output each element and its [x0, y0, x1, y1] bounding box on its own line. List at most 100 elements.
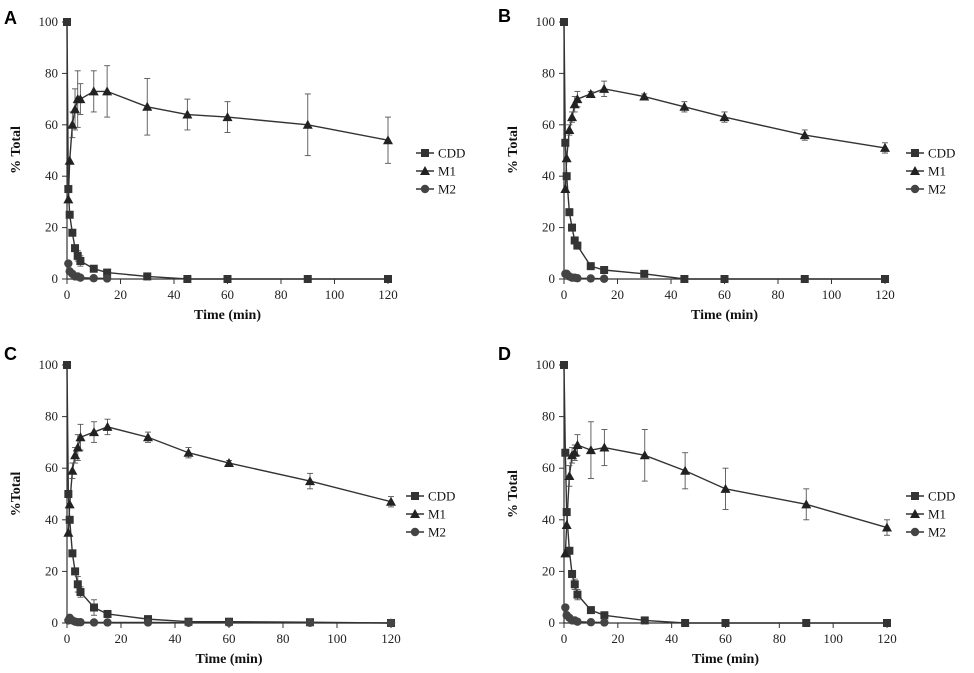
data-point-cdd: [561, 138, 570, 147]
y-tick-label: 100: [39, 14, 59, 29]
data-point-m1: [639, 450, 650, 460]
series-m2: [561, 603, 609, 627]
y-axis-label: % Total: [9, 126, 24, 174]
x-tick-label: 100: [327, 631, 347, 646]
data-point-cdd: [640, 616, 649, 625]
data-point-cdd: [303, 275, 312, 283]
data-point-m1: [63, 527, 74, 537]
panel-a: A 0 20 40 60 80 100 0 20 40 60 80 100 120 Time (min) % …: [4, 8, 465, 323]
data-point-m2: [561, 603, 570, 612]
legend-label-m2: M2: [928, 182, 946, 197]
y-tick-label: 0: [52, 271, 59, 286]
series-m2: [64, 613, 396, 628]
data-point-m1: [302, 119, 313, 129]
data-point-cdd: [143, 272, 152, 281]
data-point-cdd: [586, 262, 595, 271]
y-tick-label: 60: [542, 117, 555, 132]
x-tick-label: 0: [561, 631, 568, 646]
data-point-m1: [801, 499, 812, 509]
data-point-m2: [599, 274, 609, 283]
data-point-m1: [880, 142, 890, 152]
x-tick-label: 80: [275, 287, 288, 302]
data-point-cdd: [561, 448, 570, 457]
data-point-cdd: [384, 275, 392, 283]
data-point-cdd: [565, 546, 574, 555]
series-line-m1: [564, 88, 886, 190]
data-point-m1: [102, 86, 113, 96]
data-point-m2: [76, 618, 85, 627]
y-axis-label: % Total: [506, 126, 521, 174]
data-point-cdd: [183, 275, 192, 283]
data-point-cdd: [68, 549, 77, 558]
data-point-cdd: [63, 361, 71, 369]
legend-d: CDD M1 M2: [906, 489, 955, 540]
data-point-m2: [386, 618, 396, 628]
data-point-m1: [64, 499, 75, 509]
x-tick-label: 100: [325, 287, 345, 302]
data-point-cdd: [560, 18, 568, 26]
x-tick-label: 0: [64, 287, 71, 302]
x-tick-label: 60: [719, 631, 732, 646]
x-tick-label: 120: [875, 287, 895, 302]
legend-marker-m2: [410, 527, 420, 537]
legend-label-cdd: CDD: [438, 146, 465, 161]
data-point-m1: [569, 99, 580, 109]
data-point-cdd: [573, 241, 582, 250]
panel-label-a: A: [4, 8, 17, 28]
data-point-cdd: [223, 275, 232, 283]
y-tick-label: 0: [549, 271, 556, 286]
data-point-m1: [70, 450, 81, 460]
x-tick-label: 40: [169, 631, 182, 646]
y-tick-label: 40: [45, 168, 58, 183]
data-point-m2: [600, 618, 609, 627]
legend-marker-cdd: [911, 149, 919, 157]
data-point-cdd: [570, 236, 579, 245]
y-axis-label: %Total: [9, 472, 24, 517]
y-tick-label: 20: [45, 220, 58, 235]
series-line-m1: [67, 426, 392, 533]
data-point-m1: [679, 101, 690, 111]
data-point-cdd: [883, 619, 891, 627]
data-point-m1: [89, 427, 99, 437]
data-point-m1: [599, 442, 610, 452]
data-point-m2: [586, 618, 596, 627]
data-point-cdd: [562, 172, 571, 181]
data-point-m1: [799, 130, 810, 140]
x-tick-label: 100: [822, 287, 842, 302]
y-tick-label: 100: [39, 357, 59, 372]
data-point-m1: [64, 155, 75, 165]
series-cdd: [560, 18, 889, 283]
y-tick-label: 60: [45, 117, 58, 132]
data-point-cdd: [562, 508, 571, 517]
panel-b: B 0 20 40 60 80 100 0 20 40 60 80 100 120 Time (min) % …: [498, 6, 955, 323]
y-tick-label: 80: [45, 409, 58, 424]
data-point-cdd: [90, 603, 98, 612]
x-tick-label: 120: [381, 631, 401, 646]
data-point-m1: [561, 519, 572, 529]
x-tick-label: 0: [561, 287, 568, 302]
legend-label-m1: M1: [438, 164, 456, 179]
x-axis-label: Time (min): [195, 652, 262, 667]
data-point-cdd: [68, 228, 77, 237]
x-tick-label: 20: [611, 287, 624, 302]
data-point-cdd: [600, 611, 609, 620]
data-point-m1: [72, 442, 83, 452]
data-point-m1: [639, 91, 650, 101]
data-point-m1: [67, 465, 78, 475]
data-point-m2: [573, 274, 582, 283]
data-point-m1: [75, 94, 86, 104]
x-tick-label: 120: [378, 287, 398, 302]
data-point-cdd: [65, 210, 74, 219]
y-tick-label: 20: [45, 563, 58, 578]
data-point-m1: [564, 124, 575, 134]
data-point-m1: [561, 153, 572, 163]
data-point-m1: [88, 86, 99, 96]
data-point-m1: [572, 94, 583, 104]
x-tick-label: 20: [114, 287, 127, 302]
y-tick-label: 40: [542, 512, 555, 527]
series-m1: [63, 418, 396, 537]
legend-label-m1: M1: [928, 164, 946, 179]
data-point-cdd: [63, 18, 71, 26]
data-point-m1: [63, 194, 74, 204]
data-point-cdd: [76, 588, 85, 597]
